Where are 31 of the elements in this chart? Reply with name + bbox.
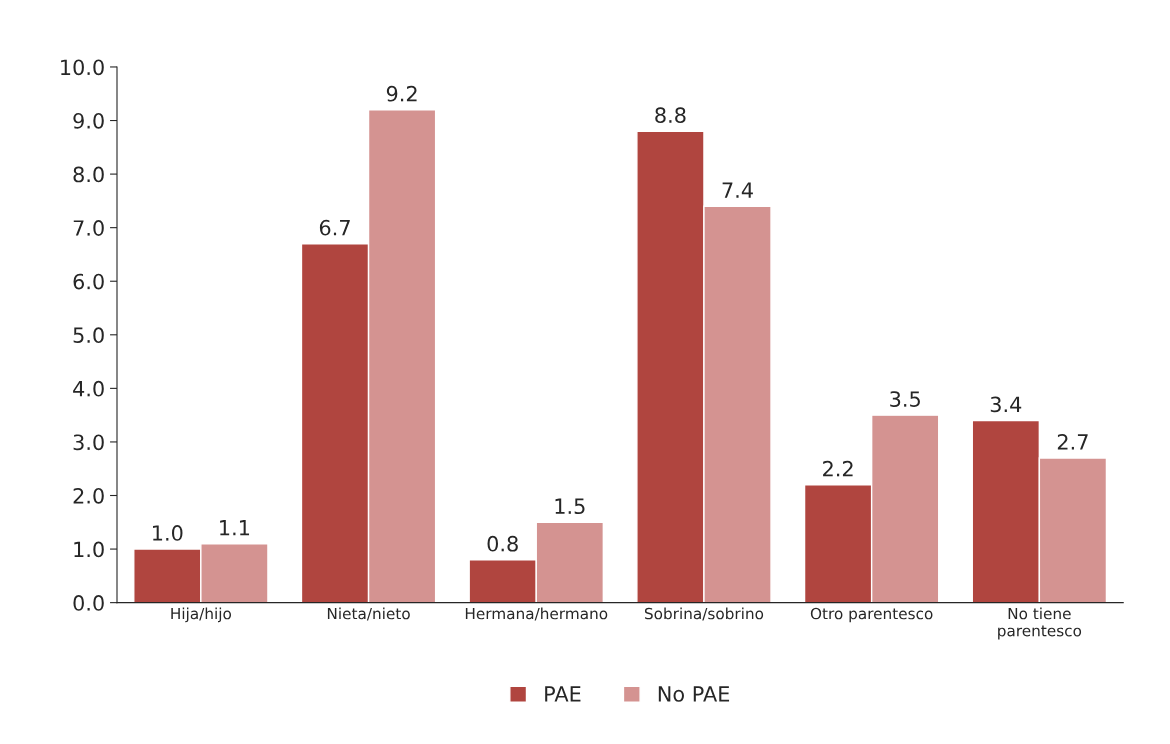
x-tick-label: Hija/hijo [171,607,232,623]
x-tick-label: Nieta/nieto [327,607,410,621]
data-label: 6.7 [319,219,350,236]
y-tick-label: 7.0 [73,220,104,236]
data-label: 1.0 [153,525,183,541]
y-tick-label: 10.0 [61,59,104,76]
data-label: 1.1 [220,520,250,536]
data-label: 3.5 [890,391,920,407]
y-tick-label: 2.0 [73,487,104,504]
y-tick-label: 3.0 [73,434,104,451]
data-label: 0.8 [487,535,518,552]
x-tick-label: Sobrina/sobrino [644,607,764,621]
legend-label: PAE [545,686,581,702]
data-label: 8.8 [655,107,686,124]
data-label: 1.5 [555,498,585,515]
y-tick-label: 5.0 [73,327,104,344]
x-tick-label: No tiene parentesco [998,607,1082,640]
data-label: 2.7 [1057,434,1088,450]
x-tick-label: Hermana/hermano [465,607,608,621]
y-tick-label: 0.0 [73,595,104,611]
y-tick-label: 4.0 [73,380,104,397]
data-label: 2.2 [823,460,853,477]
legend-label: No PAE [658,686,730,702]
y-tick-label: 1.0 [74,541,104,558]
y-tick-label: 9.0 [73,112,104,129]
data-label: 3.4 [990,396,1022,413]
y-tick-label: 8.0 [73,166,104,183]
x-tick-label: Otro parentesco [810,607,933,623]
data-label: 9.2 [386,85,417,102]
data-label: 7.4 [722,182,753,198]
y-tick-label: 6.0 [73,273,104,290]
